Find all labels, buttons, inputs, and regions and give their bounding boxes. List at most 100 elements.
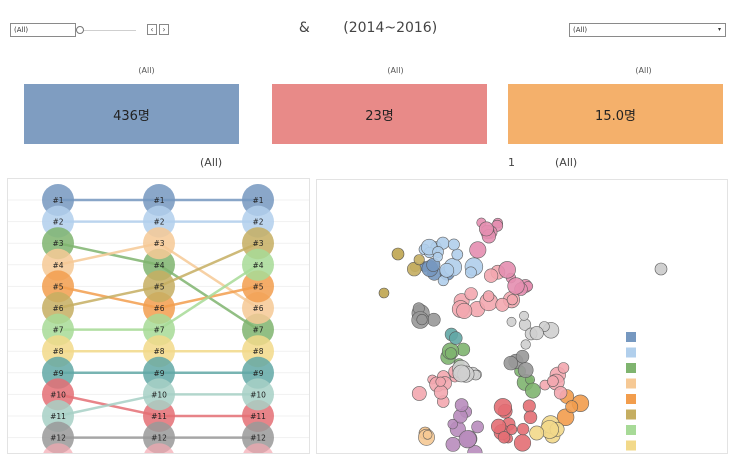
legend-swatch[interactable] xyxy=(626,348,636,358)
bubble-point[interactable] xyxy=(521,340,531,350)
bump-rank-label: #5 xyxy=(52,282,63,291)
bump-rank-label: #3 xyxy=(153,239,164,248)
bubble-point[interactable] xyxy=(448,239,459,250)
bubble-point[interactable] xyxy=(498,431,510,443)
bubble-chart-number: 1 xyxy=(508,156,515,169)
bump-rank-label: #5 xyxy=(252,282,263,291)
bump-rank-label: #12 xyxy=(50,434,66,443)
bubble-point[interactable] xyxy=(446,437,460,451)
legend-swatch[interactable] xyxy=(626,425,636,435)
bubble-point[interactable] xyxy=(514,435,531,452)
bubble-point[interactable] xyxy=(479,222,493,236)
bubble-point[interactable] xyxy=(465,267,476,278)
bubble-point[interactable] xyxy=(465,288,478,301)
bump-rank-label: #1 xyxy=(252,196,263,205)
kpi-label-1: (All) xyxy=(39,66,254,75)
dropdown-value: (All) xyxy=(573,26,587,34)
legend-swatch[interactable] xyxy=(626,363,636,373)
bump-rank-label: #4 xyxy=(153,261,164,270)
chevron-down-icon: ▾ xyxy=(718,24,721,36)
bubble-point[interactable] xyxy=(516,350,529,363)
bump-rank-label: #7 xyxy=(153,326,164,335)
bubble-outlier[interactable] xyxy=(655,263,667,275)
bubble-point[interactable] xyxy=(459,431,476,448)
bump-rank-label: #10 xyxy=(151,390,167,399)
bubble-point[interactable] xyxy=(504,356,518,370)
bubble-point[interactable] xyxy=(445,348,456,359)
bubble-point[interactable] xyxy=(457,303,472,318)
kpi-value-2: 23명 xyxy=(365,105,394,124)
bubble-point[interactable] xyxy=(524,411,537,424)
right-dropdown[interactable]: (All) ▾ xyxy=(569,23,726,37)
bubble-chart-svg xyxy=(317,180,728,454)
bubble-point[interactable] xyxy=(525,383,540,398)
bubble-point[interactable] xyxy=(414,255,424,265)
bump-rank-label: #11 xyxy=(250,412,266,421)
legend-swatch[interactable] xyxy=(626,410,636,420)
bubble-point[interactable] xyxy=(483,291,494,302)
bubble-point[interactable] xyxy=(448,419,458,429)
legend-swatch[interactable] xyxy=(626,332,636,342)
bump-rank-label: #12 xyxy=(151,434,167,443)
bubble-point[interactable] xyxy=(523,400,535,412)
bubble-point[interactable] xyxy=(417,314,428,325)
bubble-point[interactable] xyxy=(434,386,448,400)
bump-rank-label: #4 xyxy=(252,261,263,270)
bubble-point[interactable] xyxy=(519,311,528,320)
bump-rank-label: #1 xyxy=(52,196,63,205)
kpi-label-3: (All) xyxy=(536,66,736,75)
legend-swatch[interactable] xyxy=(626,379,636,389)
bump-rank-label: #1 xyxy=(153,196,164,205)
bubble-point[interactable] xyxy=(517,423,529,435)
bubble-point[interactable] xyxy=(558,363,569,374)
legend-swatch[interactable] xyxy=(626,394,636,404)
bubble-point[interactable] xyxy=(412,386,426,400)
bubble-point[interactable] xyxy=(423,430,432,439)
bubble-outlier[interactable] xyxy=(392,248,404,260)
kpi-value-3: 15.0명 xyxy=(595,105,636,124)
kpi-card-3: 15.0명 xyxy=(508,84,723,144)
bubble-outlier[interactable] xyxy=(379,288,389,298)
bubble-point[interactable] xyxy=(453,365,470,382)
bubble-point[interactable] xyxy=(499,261,516,278)
bubble-point[interactable] xyxy=(433,252,442,261)
bubble-point[interactable] xyxy=(470,242,486,258)
bump-rank-label: #8 xyxy=(52,347,63,356)
bump-rank-label: #10 xyxy=(50,390,66,399)
bump-rank-label: #6 xyxy=(252,304,263,313)
kpi-card-2: 23명 xyxy=(272,84,487,144)
bubble-point[interactable] xyxy=(554,386,567,399)
bump-rank-label: #5 xyxy=(153,282,164,291)
bubble-point[interactable] xyxy=(440,263,454,277)
bubble-point[interactable] xyxy=(452,249,463,260)
bump-chart-svg: #1 #2 #3 #4 #5 #6 #7 #8 #9 #10 #11 #12 #1 #2 #3 #4 #5 #6 #… xyxy=(8,179,310,454)
bump-rank-label: #6 xyxy=(153,304,164,313)
bump-rank-label: #3 xyxy=(252,239,263,248)
bubble-point[interactable] xyxy=(455,399,468,412)
bubble-point[interactable] xyxy=(530,326,543,339)
bump-rank-label: #11 xyxy=(50,412,66,421)
bump-rank-label: #2 xyxy=(52,218,63,227)
bubble-point[interactable] xyxy=(547,376,558,387)
bump-rank-label: #7 xyxy=(252,326,263,335)
bubble-point[interactable] xyxy=(530,426,544,440)
bump-rank-label: #7 xyxy=(52,326,63,335)
bump-rank-label: #8 xyxy=(252,347,263,356)
legend-swatch[interactable] xyxy=(626,441,636,451)
bubble-point[interactable] xyxy=(472,421,484,433)
title-left: & xyxy=(299,20,339,36)
bubble-point[interactable] xyxy=(518,363,533,378)
bubble-point[interactable] xyxy=(508,278,525,295)
bubble-point[interactable] xyxy=(494,398,512,416)
bubble-point[interactable] xyxy=(449,332,462,345)
kpi-value-1: 436명 xyxy=(113,105,150,124)
bubble-point[interactable] xyxy=(507,295,517,305)
title-right: (2014~2016) xyxy=(343,20,437,36)
bump-rank-label: #6 xyxy=(52,304,63,313)
bubble-point[interactable] xyxy=(566,401,578,413)
bubble-point[interactable] xyxy=(507,317,516,326)
bump-rank-label: #12 xyxy=(250,434,266,443)
bump-rank-label: #9 xyxy=(252,369,263,378)
bubble-point[interactable] xyxy=(484,269,498,283)
bubble-point[interactable] xyxy=(436,377,446,387)
